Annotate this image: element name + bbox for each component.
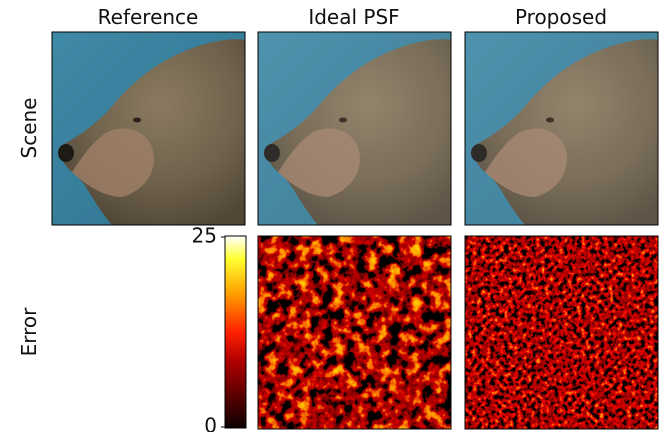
- colorbar: 0 25: [192, 224, 247, 432]
- row-label: Error: [17, 307, 41, 357]
- column-title: Proposed: [515, 5, 607, 29]
- scene-images: [51, 31, 659, 226]
- tick-label: 25: [192, 224, 217, 248]
- image: [258, 32, 451, 225]
- frame: [464, 235, 659, 430]
- column-title: Reference: [98, 5, 199, 29]
- image: [52, 32, 245, 225]
- error-maps: [257, 235, 659, 430]
- row-label: Scene: [17, 98, 41, 159]
- column-title: Ideal PSF: [308, 5, 399, 29]
- tick-label: 0: [204, 414, 217, 432]
- frame: [257, 235, 452, 430]
- error-map: [258, 236, 451, 429]
- error-map: [465, 236, 658, 429]
- frame: [257, 31, 452, 226]
- frame: [51, 31, 246, 226]
- frame: [464, 31, 659, 226]
- colorbar-gradient: [224, 235, 247, 429]
- image: [465, 32, 658, 225]
